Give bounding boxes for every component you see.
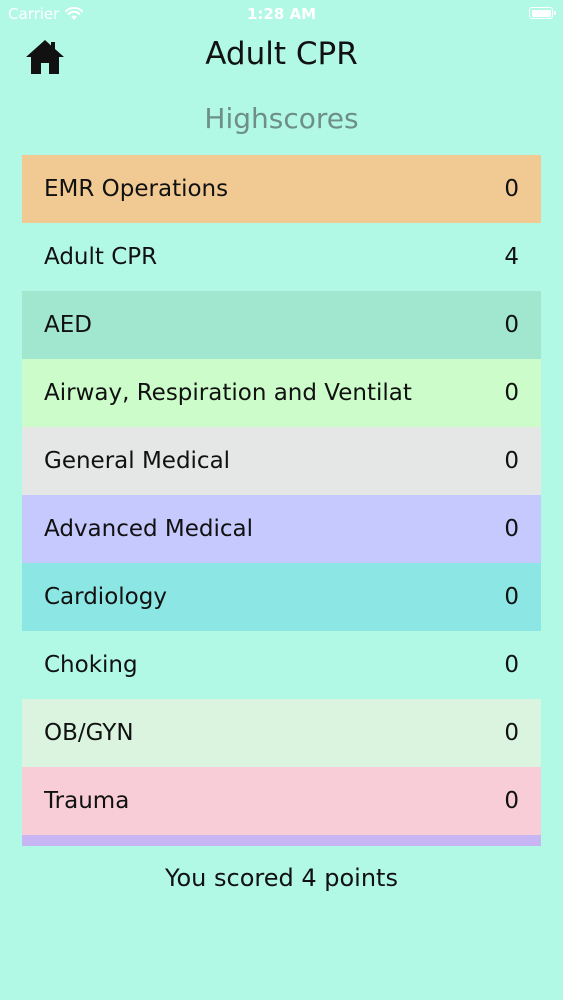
score-row[interactable]: OB/GYN 0 [22, 699, 541, 767]
score-list[interactable]: EMR Operations 0 Adult CPR 4 AED 0 Airway, Res… [22, 155, 541, 846]
score-row[interactable]: Choking 0 [22, 631, 541, 699]
wifi-icon [65, 7, 84, 20]
score-label: General Medical [44, 448, 231, 474]
status-time: 1:28 AM [246, 5, 317, 23]
score-value: 0 [504, 720, 519, 746]
score-label: AED [44, 312, 92, 338]
score-row[interactable]: General Medical 0 [22, 427, 541, 495]
score-value: 0 [504, 448, 519, 474]
page-title: Adult CPR [205, 36, 358, 72]
score-value: 0 [504, 516, 519, 542]
score-summary: You scored 4 points [165, 864, 398, 892]
score-label: Trauma [44, 788, 130, 814]
score-label: Adult CPR [44, 244, 158, 270]
home-icon [26, 40, 64, 74]
battery-icon [529, 7, 556, 19]
score-label: OB/GYN [44, 720, 134, 746]
score-row[interactable]: AED 0 [22, 291, 541, 359]
home-button[interactable] [24, 36, 66, 78]
score-value: 0 [504, 788, 519, 814]
score-row[interactable]: Adult CPR 4 [22, 223, 541, 291]
carrier-group: Carrier [8, 5, 84, 23]
score-row[interactable]: Advanced Medical 0 [22, 495, 541, 563]
score-label: Cardiology [44, 584, 167, 610]
score-value: 4 [504, 244, 519, 270]
score-label: Advanced Medical [44, 516, 254, 542]
score-row[interactable] [22, 835, 541, 846]
battery-fill [531, 9, 551, 17]
score-row[interactable]: Trauma 0 [22, 767, 541, 835]
score-value: 0 [504, 380, 519, 406]
score-row[interactable]: Cardiology 0 [22, 563, 541, 631]
score-row[interactable]: Airway, Respiration and Ventilat 0 [22, 359, 541, 427]
score-label: EMR Operations [44, 176, 229, 202]
score-row[interactable]: EMR Operations 0 [22, 155, 541, 223]
score-value: 0 [504, 652, 519, 678]
score-label: Airway, Respiration and Ventilat [44, 380, 412, 406]
score-value: 0 [504, 312, 519, 338]
score-value: 0 [504, 584, 519, 610]
status-bar: Carrier 1:28 AM [0, 0, 563, 30]
score-label: Choking [44, 652, 138, 678]
score-value: 0 [504, 176, 519, 202]
section-heading: Highscores [204, 102, 359, 135]
carrier-label: Carrier [8, 5, 60, 23]
